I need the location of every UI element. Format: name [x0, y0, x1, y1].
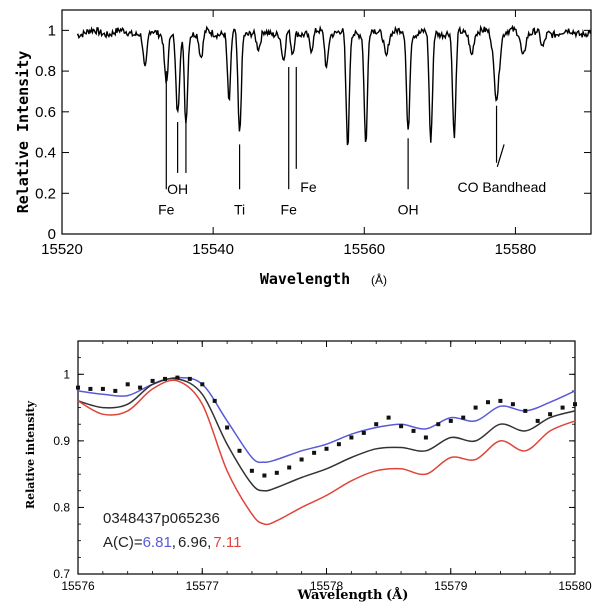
observed-data-point [523, 408, 528, 413]
observed-data-point [76, 385, 80, 390]
top-spectrum-line [76, 24, 592, 146]
observed-data-point [175, 375, 180, 380]
observed-data-point [535, 418, 540, 423]
observed-data-point [399, 424, 404, 429]
top-x-tick-label: 15520 [41, 241, 83, 258]
observed-data-point [200, 382, 205, 387]
top-x-tick-label: 15560 [343, 241, 385, 258]
annotation-leader-line [496, 144, 505, 167]
observed-data-point [448, 418, 453, 423]
top-y-tick-label: 0.2 [35, 185, 56, 202]
bottom-y-tick-label: 1 [63, 367, 70, 381]
bottom-y-axis-label: Relative intensity [24, 400, 37, 509]
bottom-x-tick-label: 15579 [434, 579, 468, 593]
observed-data-point [461, 415, 466, 420]
top-x-tick-label: 15580 [495, 241, 537, 258]
bottom-x-tick-label: 15578 [310, 579, 344, 593]
observed-data-point [262, 473, 267, 478]
top-x-axis-label: Wavelength [260, 270, 350, 288]
observed-data-point [548, 412, 553, 417]
observed-data-point [163, 376, 167, 381]
abundance-value-red: 7.11 [213, 534, 241, 551]
bottom-x-tick-label: 15577 [186, 579, 220, 593]
annotation-label: OH [398, 202, 419, 218]
abundance-label: A(C)=6.81, 6.96, 7.11 [103, 534, 241, 551]
observed-data-point [100, 386, 105, 391]
observed-data-point [237, 448, 242, 453]
annotation-label: CO Bandhead [457, 179, 546, 195]
abundance-value-blue: 6.81 [143, 534, 172, 551]
observed-data-point [150, 378, 155, 383]
abundance-value-black: 6.96 [178, 534, 207, 551]
observed-data-point [361, 430, 366, 435]
top-y-axis-label: Relative Intensity [14, 51, 32, 214]
annotation-label: Ti [234, 202, 245, 218]
observed-data-point [436, 422, 441, 427]
abundance-separator-1: , [172, 534, 176, 551]
top-y-tick-label: 0.6 [35, 104, 56, 121]
synthetic-spectrum-black [77, 377, 576, 492]
observed-data-point [287, 465, 292, 470]
observed-data-point [299, 457, 304, 462]
observed-data-point [374, 422, 379, 427]
annotation-label: Fe [158, 202, 175, 218]
bottom-x-tick-label: 15576 [61, 579, 95, 593]
observed-data-point [573, 402, 577, 407]
abundance-separator-2: , [207, 534, 211, 551]
synthetic-spectrum-red [77, 379, 576, 526]
top-spectrum-chart: 15520 15540 15560 15580 0 0.2 0.4 0.6 0.8 1 Fe OH T… [14, 9, 592, 288]
observed-data-point [212, 398, 217, 403]
observed-data-point [473, 405, 478, 410]
observed-data-point [510, 402, 515, 407]
bottom-x-tick-label: 15580 [558, 579, 592, 593]
observed-data-point [88, 386, 93, 391]
observed-data-point [225, 425, 230, 430]
bottom-y-tick-label: 0.9 [53, 434, 70, 448]
top-y-tick-label: 1 [48, 22, 56, 39]
observed-data-point [274, 470, 279, 475]
bottom-spectrum-chart: 15576 15577 15578 15579 15580 0.7 0.8 0.9 1 0348… [24, 340, 592, 603]
observed-data-point [336, 442, 341, 447]
observed-data-point [312, 450, 317, 455]
bottom-y-tick-label: 0.8 [53, 500, 70, 514]
bottom-y-tick-label: 0.7 [53, 567, 70, 581]
star-id-label: 0348437p065236 [103, 510, 220, 527]
top-y-tick-label: 0.8 [35, 63, 56, 80]
top-y-tick-label: 0 [48, 226, 56, 243]
observed-data-point [560, 405, 565, 410]
bottom-x-axis-unit: (Å) [386, 587, 408, 603]
abundance-prefix: A(C)= [103, 534, 143, 551]
observed-data-point [423, 435, 428, 440]
annotation-label: OH [167, 181, 188, 197]
bottom-x-axis-label: Wavelength [297, 588, 383, 603]
observed-data-point [349, 435, 354, 440]
observed-data-point [486, 400, 490, 405]
top-plot-frame [61, 9, 592, 235]
top-x-tick-label: 15540 [192, 241, 234, 258]
annotation-label: Fe [300, 179, 317, 195]
observed-data-point [498, 398, 503, 403]
observed-data-point [125, 382, 130, 387]
top-y-tick-label: 0.4 [35, 145, 56, 162]
observed-data-point [138, 385, 143, 390]
observed-data-point [411, 428, 416, 433]
observed-data-point [324, 446, 329, 451]
top-x-axis-unit: (Å) [371, 272, 387, 287]
observed-data-point [113, 388, 118, 393]
observed-data-point [249, 468, 254, 473]
observed-data-point [386, 415, 391, 420]
observed-data-point [187, 376, 192, 381]
annotation-label: Fe [281, 202, 298, 218]
